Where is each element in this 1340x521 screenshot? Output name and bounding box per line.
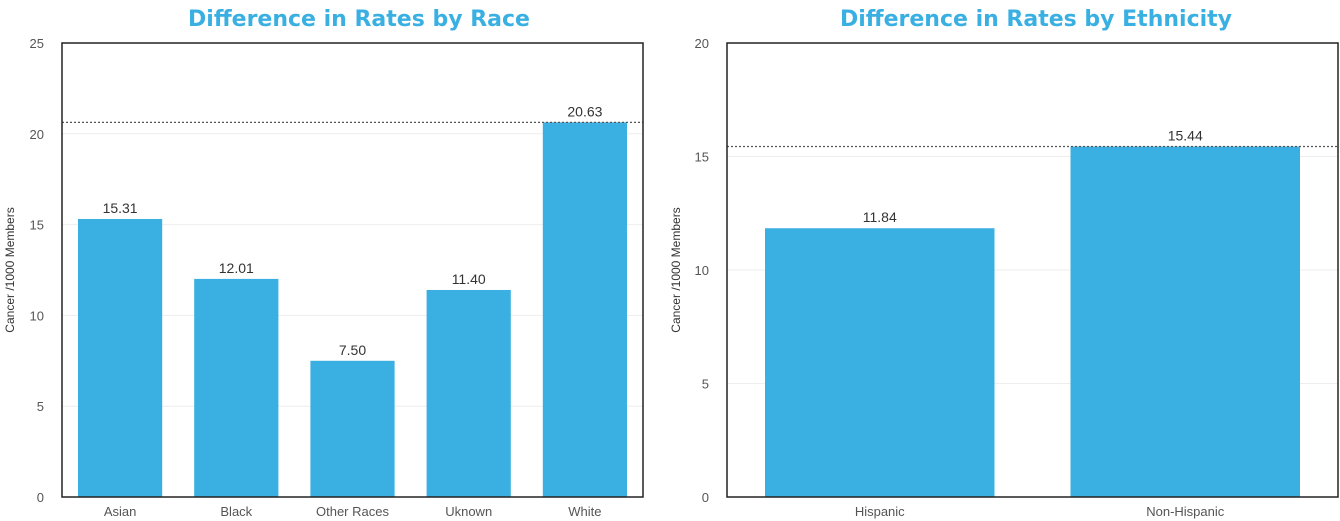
- y-axis-label: Cancer /1000 Members: [669, 207, 683, 332]
- data-label: 11.40: [452, 271, 486, 287]
- y-tick-label: 20: [30, 127, 44, 142]
- y-tick-label: 20: [695, 36, 709, 51]
- plot-frame: [726, 42, 1339, 498]
- x-tick-label: Asian: [104, 504, 137, 519]
- data-label: 20.63: [567, 103, 602, 119]
- x-tick-label: White: [568, 504, 601, 519]
- y-tick-label: 15: [695, 150, 709, 165]
- x-tick-label: Non-Hispanic: [1146, 504, 1225, 519]
- y-tick-label: 5: [37, 399, 44, 414]
- bar-hispanic: [765, 228, 995, 497]
- y-tick-label: 10: [30, 308, 44, 323]
- y-tick-label: 25: [30, 36, 44, 51]
- y-tick-label: 5: [702, 377, 709, 392]
- x-tick-label: Hispanic: [855, 504, 905, 519]
- y-tick-label: 0: [702, 490, 709, 505]
- chart-title: Difference in Rates by Race: [188, 7, 530, 32]
- bar-white: [542, 122, 627, 498]
- y-tick-label: 10: [695, 263, 709, 278]
- data-label: 15.44: [1168, 128, 1203, 144]
- bar-uknown: [426, 289, 511, 497]
- y-axis-label: Cancer /1000 Members: [3, 207, 17, 332]
- chart-ethnicity: Difference in Rates by Ethnicity 0 5 10 15 20…: [669, 7, 1339, 519]
- plot-frame: [61, 42, 644, 498]
- x-tick-label: Black: [220, 504, 252, 519]
- bar-asian: [78, 218, 163, 497]
- x-tick-label: Uknown: [445, 504, 492, 519]
- bar-non-hispanic: [1070, 146, 1300, 497]
- chart-title: Difference in Rates by Ethnicity: [840, 7, 1232, 32]
- y-tick-label: 0: [37, 490, 44, 505]
- y-tick-label: 15: [30, 218, 44, 233]
- x-tick-label: Other Races: [316, 504, 389, 519]
- bar-black: [194, 278, 279, 497]
- data-label: 7.50: [339, 342, 366, 358]
- data-label: 12.01: [219, 260, 254, 276]
- data-label: 15.31: [103, 200, 138, 216]
- chart-race: Difference in Rates by Race 0 5 10 15 20 25 Can…: [3, 7, 644, 519]
- data-label: 11.84: [863, 209, 897, 225]
- bar-other-races: [310, 360, 395, 497]
